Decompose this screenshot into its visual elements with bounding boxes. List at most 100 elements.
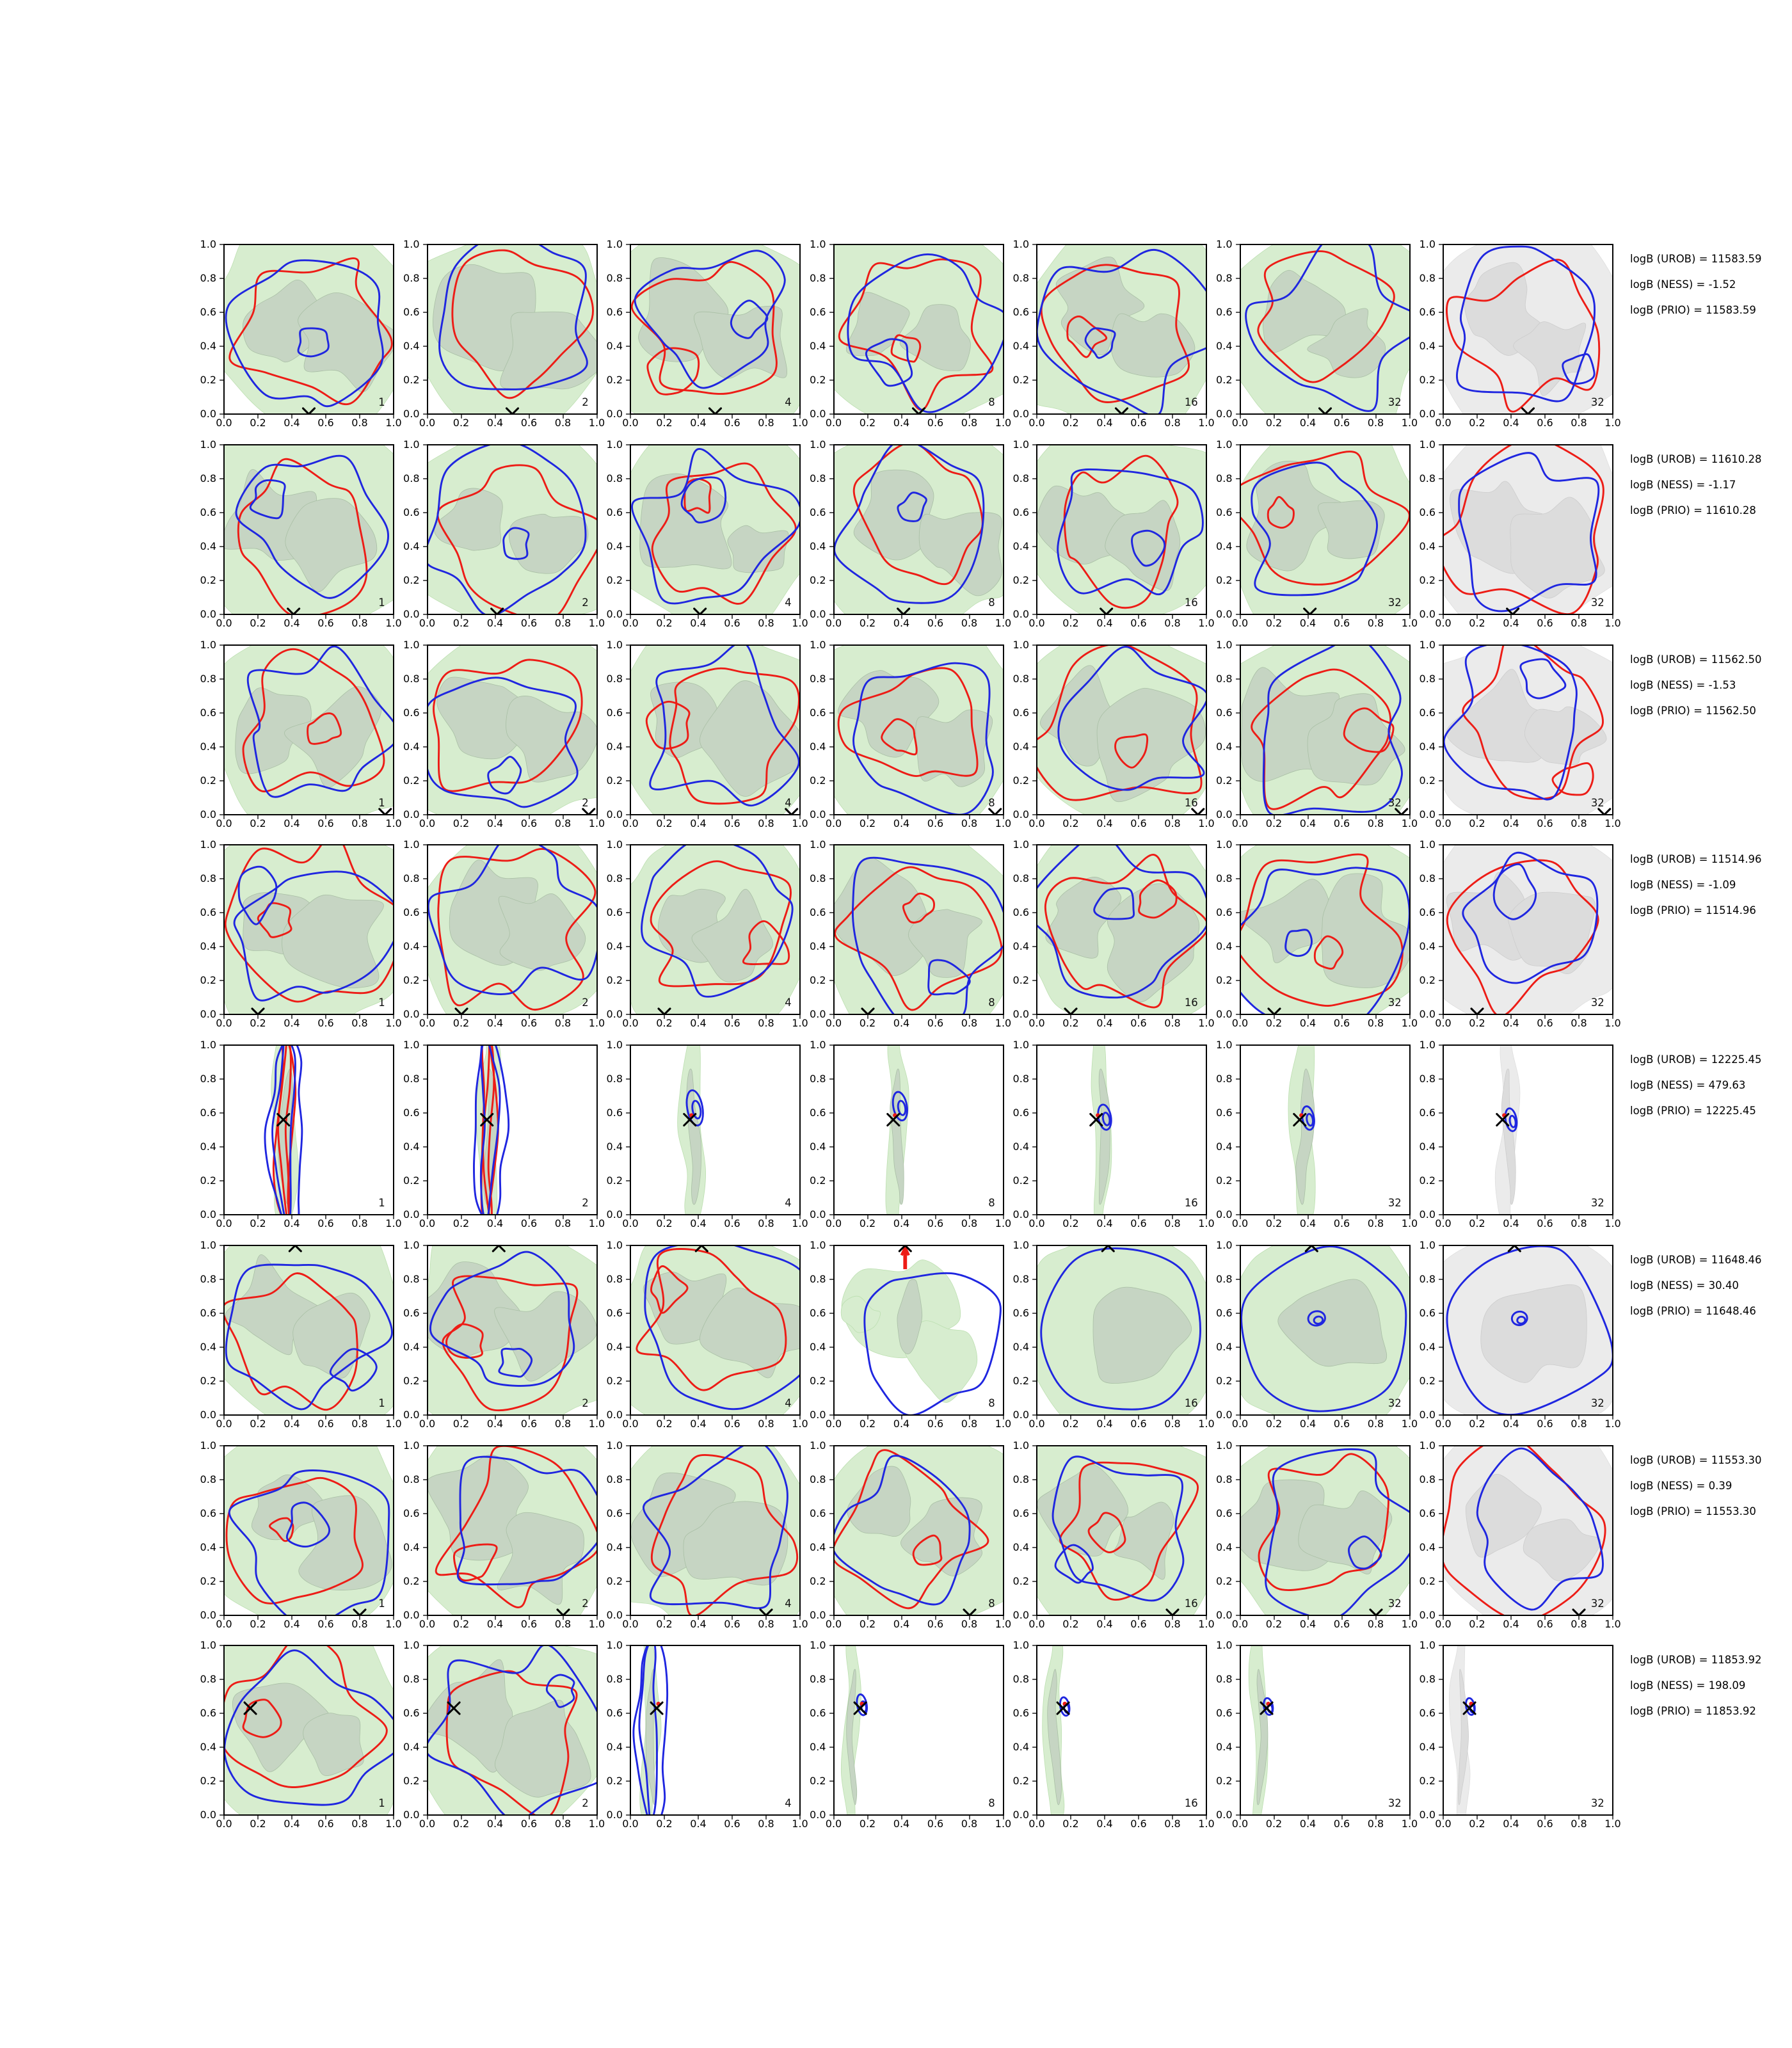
y-tick-label: 0.8	[810, 1673, 826, 1686]
axes-spine	[1239, 1645, 1411, 1816]
subplot-r6-c3: 4 0.0 0.0 0.2 0.2 0.4 0.4 0.6 0.6 0.8 0.8 1.0 1.0	[607, 1240, 808, 1428]
y-tick-label: 0.8	[403, 672, 420, 685]
x-tick-label: 1.0	[1401, 1417, 1418, 1430]
y-tick-label: 0.2	[606, 1775, 623, 1788]
x-tick-label: 0.8	[554, 1617, 572, 1630]
y-tick-label: 0.2	[1419, 1374, 1436, 1387]
y-tick-label: 1.0	[1419, 638, 1436, 651]
x-tick-label: 1.0	[792, 616, 808, 629]
contour-blue-ellipse-inner	[1508, 1115, 1517, 1128]
contour-blue	[1458, 451, 1600, 612]
subplot-r6-c4: 8 0.0 0.0 0.2 0.2 0.4 0.4 0.6 0.6 0.8 0.8 1.0 1.0	[810, 1240, 1011, 1428]
contour-blue	[631, 447, 800, 605]
x-tick-label: 0.8	[554, 1818, 572, 1830]
axis-ticks	[1235, 1044, 1411, 1219]
subplot-canvas: 1	[220, 1444, 394, 1620]
axis-ticks	[1032, 444, 1207, 619]
x-tick-label: 0.6	[317, 616, 334, 629]
density-fill-dark	[727, 525, 789, 573]
logb-prio-annotation: logB (PRIO) = 11514.96	[1630, 904, 1756, 917]
contour-red	[451, 249, 594, 399]
y-tick-label: 0.0	[1419, 808, 1436, 820]
x-tick-label: 0.4	[1299, 1818, 1316, 1830]
density-fill-dark	[1110, 313, 1196, 378]
y-tick-label: 0.2	[403, 974, 420, 987]
truth-marker	[693, 607, 707, 614]
density-fill-dark	[499, 311, 597, 390]
subplot-canvas: 16	[1032, 1044, 1207, 1219]
subplot-r6-c2: 2 0.0 0.0 0.2 0.2 0.4 0.4 0.6 0.6 0.8 0.8 1.0 1.0	[403, 1240, 605, 1428]
axis-ticks	[626, 1444, 801, 1620]
contour-blue	[846, 253, 1004, 413]
y-tick-label: 0.2	[810, 974, 826, 987]
truth-marker	[251, 1007, 265, 1015]
truth-marker	[657, 1007, 671, 1015]
y-tick-label: 0.2	[200, 573, 216, 586]
y-tick-label: 1.0	[1216, 1639, 1233, 1652]
y-tick-label: 1.0	[403, 438, 420, 451]
axis-ticks	[220, 644, 394, 819]
x-tick-label: 0.4	[284, 1217, 300, 1229]
panel-number: 2	[582, 1397, 588, 1409]
y-tick-label: 0.0	[200, 1008, 216, 1021]
truth-marker	[759, 1608, 773, 1615]
x-tick-label: 0.8	[554, 1217, 572, 1229]
x-tick-label: 0.8	[961, 1818, 978, 1830]
axis-ticks	[1235, 244, 1411, 419]
density-fill-dark	[1295, 1068, 1315, 1205]
y-tick-label: 0.0	[1012, 1008, 1029, 1021]
y-tick-label: 0.4	[1419, 1340, 1436, 1353]
x-tick-label: 0.4	[1503, 417, 1519, 429]
y-tick-label: 0.0	[606, 408, 623, 420]
axis-ticks	[829, 644, 1004, 819]
x-tick-label: 0.0	[1231, 417, 1249, 429]
density-fill-dark	[1098, 1068, 1110, 1205]
contour-blue	[1347, 1535, 1382, 1569]
y-tick-label: 0.6	[606, 506, 623, 518]
subplot-r4-c2: 2 0.0 0.0 0.2 0.2 0.4 0.4 0.6 0.6 0.8 0.8 1.0 1.0	[403, 840, 605, 1028]
subplot-r1-c5: 16 0.0 0.0 0.2 0.2 0.4 0.4 0.6 0.6 0.8 0.8 1.0 1.0	[1013, 239, 1215, 428]
axes-spine	[1239, 844, 1411, 1016]
y-tick-label: 0.4	[1419, 740, 1436, 753]
panel-number: 16	[1185, 1597, 1198, 1609]
contour-blue	[1052, 1455, 1185, 1601]
contour-blue	[456, 1455, 597, 1585]
axis-ticks	[829, 1645, 1004, 1820]
density-fill-dark	[1047, 1669, 1062, 1805]
y-tick-label: 0.4	[403, 1741, 420, 1754]
axis-ticks	[1439, 844, 1613, 1020]
x-tick-label: 0.4	[1096, 1818, 1113, 1830]
panel-number: 32	[1591, 1597, 1604, 1609]
contour-blue	[833, 444, 984, 604]
axes-spine	[833, 1444, 1004, 1616]
axes-spine	[426, 1244, 598, 1416]
y-tick-label: 0.4	[810, 940, 826, 953]
x-tick-label: 0.6	[1537, 817, 1553, 829]
y-tick-label: 0.6	[1216, 306, 1233, 318]
panel-number: 1	[378, 996, 385, 1009]
axes-spine	[1239, 644, 1411, 815]
y-tick-label: 0.4	[810, 1340, 826, 1353]
contour-blue	[863, 1272, 1002, 1415]
panel-number: 32	[1388, 796, 1401, 808]
contour-blue	[427, 676, 579, 808]
y-tick-label: 0.6	[403, 706, 420, 719]
contour-red	[307, 712, 342, 745]
y-tick-label: 0.2	[1216, 573, 1233, 586]
truth-marker	[886, 1113, 900, 1127]
x-tick-label: 0.6	[927, 817, 944, 829]
truth-marker	[962, 1608, 977, 1615]
y-tick-label: 0.8	[810, 1473, 826, 1485]
y-tick-label: 0.4	[1419, 1540, 1436, 1553]
contour-red	[1462, 644, 1604, 800]
logb-prio-annotation: logB (PRIO) = 11610.28	[1630, 504, 1756, 516]
x-tick-label: 1.0	[995, 616, 1012, 629]
axis-ticks	[626, 244, 801, 419]
subplot-r5-c2: 2 0.0 0.0 0.2 0.2 0.4 0.4 0.6 0.6 0.8 0.8 1.0 1.0	[403, 1040, 605, 1229]
contour-blue-ellipse-inner	[1305, 1113, 1314, 1127]
y-tick-label: 0.6	[810, 1306, 826, 1319]
subplot-canvas: 4	[626, 644, 801, 819]
y-tick-label: 0.2	[810, 774, 826, 787]
contour-blue	[1492, 863, 1537, 920]
